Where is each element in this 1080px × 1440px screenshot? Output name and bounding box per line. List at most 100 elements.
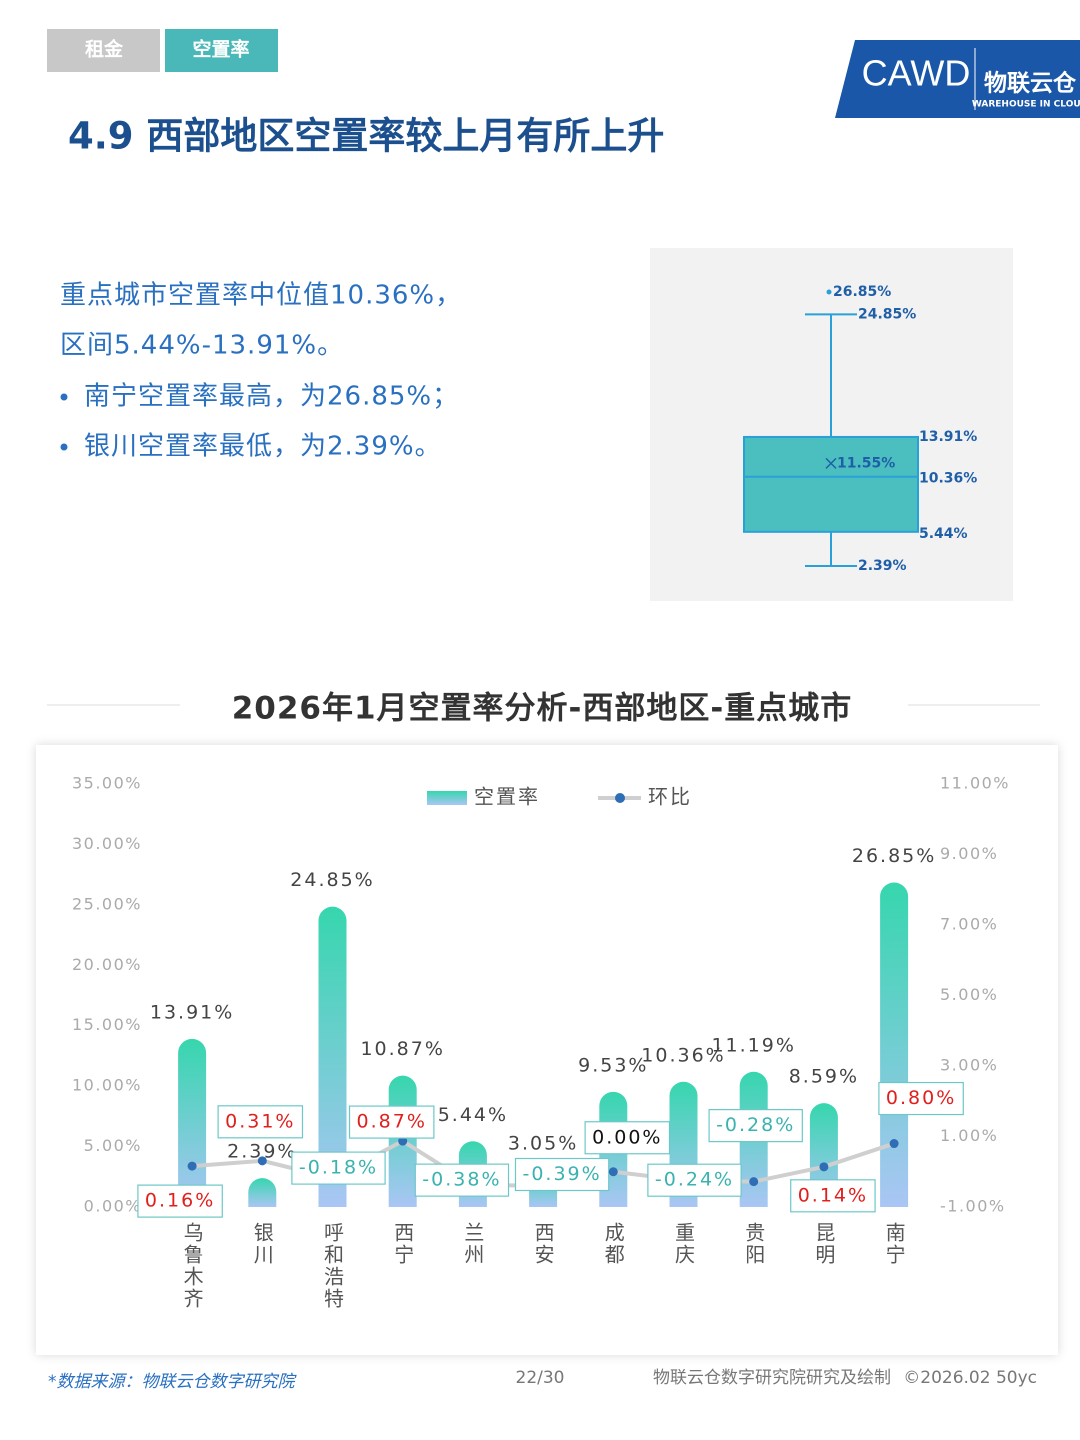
line-point xyxy=(187,1161,197,1171)
legend-marker xyxy=(615,793,625,803)
bar-value-label: 3.05% xyxy=(508,1133,578,1155)
x-tick-label: 乌鲁木齐 xyxy=(180,1222,204,1310)
bar-value-label: 8.59% xyxy=(789,1066,859,1088)
logo-name: CAWD xyxy=(862,53,971,94)
y-tick-label: 0.00% xyxy=(84,1197,142,1216)
box xyxy=(743,435,919,533)
mean-marker xyxy=(825,457,837,469)
line-value-label: -0.24% xyxy=(655,1169,734,1191)
bar-value-label: 11.19% xyxy=(711,1034,795,1056)
outlier-label: 26.85% xyxy=(833,284,891,300)
line-label-box xyxy=(414,1163,510,1197)
line-point xyxy=(819,1162,829,1172)
logo-bg xyxy=(835,40,1080,118)
y2-tick-label: 9.00% xyxy=(940,844,998,863)
bar xyxy=(178,1038,207,1207)
line-point xyxy=(749,1177,759,1187)
source: *数据来源：物联云仓数字研究院 xyxy=(48,1372,297,1392)
line-point xyxy=(889,1139,899,1149)
outlier xyxy=(826,289,832,295)
line-label-box xyxy=(708,1109,803,1143)
y-tick-label: 10.00% xyxy=(72,1076,142,1095)
tab[interactable] xyxy=(47,29,160,72)
bar xyxy=(318,906,347,1207)
tab-label[interactable]: 空置率 xyxy=(192,38,249,61)
x-tick-label: 贵阳 xyxy=(742,1222,766,1266)
bullet xyxy=(60,393,68,401)
tab-active[interactable] xyxy=(165,29,278,72)
line-point xyxy=(257,1156,267,1166)
line-value-label: -0.38% xyxy=(422,1169,501,1191)
line-value-label: 0.31% xyxy=(225,1110,295,1132)
line-label-box xyxy=(878,1081,964,1116)
line-value-label: -0.18% xyxy=(299,1157,378,1179)
combo-chart: 0.00% 5.00% 10.00% 15.00% 20.00% 25.00% 30.00%… xyxy=(72,774,1010,1311)
tab-label[interactable]: 租金 xyxy=(85,38,124,61)
heading: 4.9 西部地区空置率较上月有所上升 xyxy=(68,115,664,158)
y-tick-label: 5.00% xyxy=(84,1136,142,1155)
line-point xyxy=(398,1136,408,1146)
line-value-label: -0.28% xyxy=(716,1114,795,1136)
x-tick-label: 银川 xyxy=(250,1222,274,1266)
copyright: ©2026.02 50yc xyxy=(903,1368,1037,1388)
line-value-label: 0.87% xyxy=(357,1111,427,1133)
y2-tick-label: 3.00% xyxy=(940,1056,998,1075)
value-label: 5.44% xyxy=(919,526,968,542)
chart-title: 2026年1月空置率分析-西部地区-重点城市 xyxy=(232,691,853,727)
legend-label: 环比 xyxy=(648,785,692,809)
value-label: 24.85% xyxy=(858,306,916,322)
line-label-box xyxy=(647,1163,742,1197)
credit: 物联云仓数字研究院研究及绘制 xyxy=(653,1368,891,1388)
y-tick-label: 15.00% xyxy=(72,1015,142,1034)
bar-value-label: 13.91% xyxy=(150,1001,234,1023)
y-tick-label: 30.00% xyxy=(72,834,142,853)
summary-bullet: 银川空置率最低，为2.39%。 xyxy=(84,432,442,462)
line-label-box xyxy=(790,1179,876,1213)
x-tick-label: 西安 xyxy=(531,1222,555,1266)
bar-value-label: 26.85% xyxy=(852,845,936,867)
x-tick-label: 兰州 xyxy=(461,1222,485,1266)
line-value-label: -0.39% xyxy=(522,1163,601,1185)
x-tick-label: 南宁 xyxy=(882,1222,906,1266)
bar-value-label: 10.87% xyxy=(360,1038,444,1060)
legend-swatch xyxy=(427,791,467,805)
bar xyxy=(880,882,909,1207)
x-tick-label: 呼和浩特 xyxy=(321,1222,345,1310)
y2-tick-label: 5.00% xyxy=(940,985,998,1004)
line-value-label: 0.14% xyxy=(798,1184,868,1206)
summary-bullet: 南宁空置率最高，为26.85%； xyxy=(84,382,459,412)
mean-label: 11.55% xyxy=(837,455,895,471)
summary-line: 区间5.44%-13.91%。 xyxy=(60,331,344,361)
bar-value-label: 24.85% xyxy=(290,869,374,891)
line-label-box xyxy=(137,1184,223,1218)
y-tick-label: 20.00% xyxy=(72,955,142,974)
bar-value-label: 5.44% xyxy=(438,1104,508,1126)
line-label-box xyxy=(348,1105,435,1139)
bar-value-label: 10.36% xyxy=(641,1044,725,1066)
x-tick-label: 昆明 xyxy=(812,1222,836,1266)
summary-line: 重点城市空置率中位值10.36%， xyxy=(60,281,462,311)
x-tick-label: 西宁 xyxy=(391,1222,415,1266)
line-value-label: 0.80% xyxy=(886,1087,956,1109)
x-tick-label: 重庆 xyxy=(672,1222,696,1266)
legend-label: 空置率 xyxy=(474,785,540,809)
y2-tick-label: -1.00% xyxy=(940,1197,1006,1216)
line-label-box xyxy=(584,1121,671,1155)
line-point xyxy=(608,1167,618,1177)
y-tick-label: 35.00% xyxy=(72,774,142,793)
y2-tick-label: 7.00% xyxy=(940,915,998,934)
value-label: 13.91% xyxy=(919,429,977,445)
value-label: 10.36% xyxy=(919,471,977,487)
bullet xyxy=(60,443,68,451)
bar-value-label: 9.53% xyxy=(578,1054,648,1076)
logo-tagline: WAREHOUSE IN CLOUD xyxy=(972,100,1080,110)
line-value-label: 0.00% xyxy=(592,1126,662,1148)
y2-tick-label: 11.00% xyxy=(940,774,1010,793)
value-label: 2.39% xyxy=(858,558,907,574)
line-label-box xyxy=(514,1157,610,1192)
bar-value-label: 2.39% xyxy=(227,1141,297,1163)
x-tick-label: 成都 xyxy=(601,1222,625,1266)
boxplot: 2.39% 5.44% 10.36% 13.91% 24.85% 11.55% 26.85% xyxy=(743,284,977,574)
